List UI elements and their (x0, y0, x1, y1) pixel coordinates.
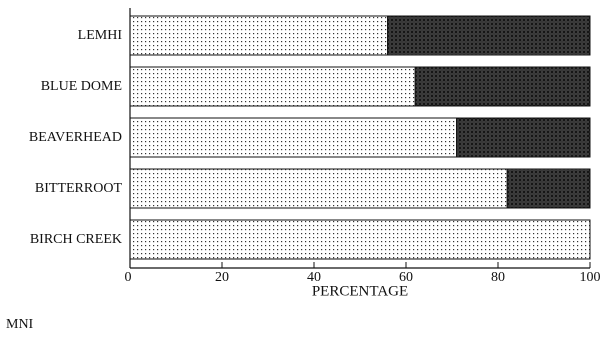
bar-bitterroot-segment-1 (129, 168, 508, 209)
bar-birch-creek-segment-1 (129, 219, 591, 260)
category-label-blue-dome: BLUE DOME (41, 79, 122, 94)
x-axis-title: PERCENTAGE (312, 284, 408, 300)
bar-lemhi-segment-2 (387, 15, 591, 56)
x-tick-label-20: 20 (215, 270, 229, 285)
x-tick-label-100: 100 (580, 270, 601, 285)
category-label-bitterroot: BITTERROOT (35, 181, 123, 196)
category-label-lemhi: LEMHI (78, 28, 123, 43)
x-tick-label-0: 0 (125, 270, 132, 285)
bar-blue-dome-segment-2 (414, 66, 591, 107)
bar-lemhi-segment-1 (129, 15, 389, 56)
bar-blue-dome-segment-1 (129, 66, 416, 107)
bar-beaverhead-segment-1 (129, 117, 458, 158)
footnote-label: MNI (6, 317, 34, 332)
x-tick-label-40: 40 (307, 270, 321, 285)
x-tick-label-80: 80 (491, 270, 505, 285)
bar-beaverhead-segment-2 (456, 117, 591, 158)
category-label-beaverhead: BEAVERHEAD (29, 130, 122, 145)
category-label-birch-creek: BIRCH CREEK (30, 232, 122, 247)
x-tick-label-60: 60 (399, 270, 413, 285)
bar-bitterroot-segment-2 (506, 168, 591, 209)
